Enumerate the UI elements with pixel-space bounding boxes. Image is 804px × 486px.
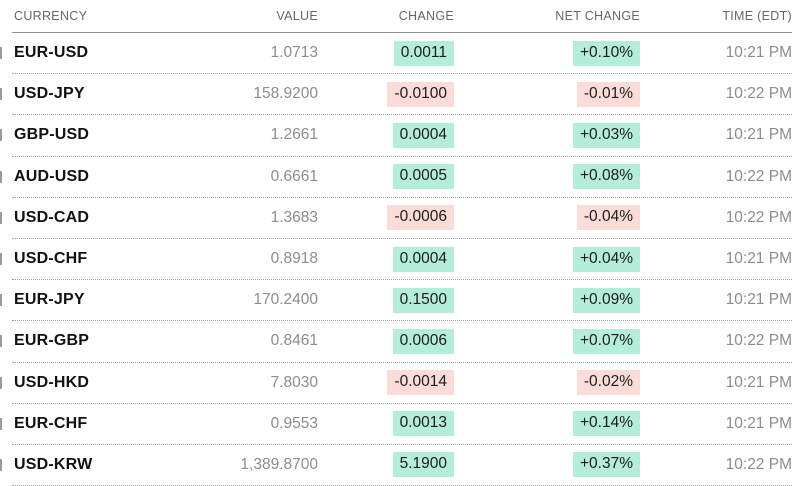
table-row: GBP-USD 1.2661 0.0004 +0.03% 10:21 PM bbox=[12, 115, 792, 157]
currency-pair-link[interactable]: AUD-USD bbox=[14, 167, 90, 185]
fx-value: 1.2661 bbox=[270, 126, 318, 144]
fx-value: 0.8918 bbox=[270, 250, 318, 268]
net-change-badge: +0.14% bbox=[572, 411, 640, 437]
table-row: EUR-GBP 0.8461 0.0006 +0.07% 10:22 PM bbox=[12, 321, 792, 363]
change-badge: 0.0004 bbox=[392, 246, 454, 272]
currency-pair-link[interactable]: GBP-USD bbox=[14, 126, 90, 144]
fx-value: 7.8030 bbox=[270, 373, 318, 391]
change-badge: -0.0006 bbox=[387, 205, 454, 231]
quote-time: 10:22 PM bbox=[725, 332, 792, 350]
table-row: USD-CAD 1.3683 -0.0006 -0.04% 10:22 PM bbox=[12, 197, 792, 239]
table-row: EUR-JPY 170.2400 0.1500 +0.09% 10:21 PM bbox=[12, 280, 792, 322]
change-badge: 0.0006 bbox=[392, 328, 454, 354]
change-badge: 0.1500 bbox=[392, 287, 454, 313]
fx-value: 0.6661 bbox=[270, 167, 318, 185]
table-body: EUR-USD 1.0713 0.0011 +0.10% 10:21 PM US… bbox=[12, 33, 792, 486]
currency-pair-link[interactable]: EUR-GBP bbox=[14, 332, 90, 350]
quote-time: 10:21 PM bbox=[725, 250, 792, 268]
quote-time: 10:22 PM bbox=[725, 455, 792, 473]
change-badge: 0.0013 bbox=[392, 411, 454, 437]
table-row: USD-CHF 0.8918 0.0004 +0.04% 10:21 PM bbox=[12, 238, 792, 281]
change-badge: 5.1900 bbox=[392, 452, 454, 478]
column-header-change: CHANGE bbox=[398, 9, 454, 23]
column-header-net-change: NET CHANGE bbox=[555, 9, 640, 23]
quote-time: 10:21 PM bbox=[725, 126, 792, 144]
net-change-badge: +0.07% bbox=[572, 328, 640, 354]
currency-pair-link[interactable]: EUR-CHF bbox=[14, 414, 88, 432]
net-change-badge: +0.04% bbox=[572, 246, 640, 272]
column-header-currency: CURRENCY bbox=[14, 9, 88, 23]
currency-pair-link[interactable]: USD-KRW bbox=[14, 455, 93, 473]
currency-pair-link[interactable]: USD-HKD bbox=[14, 373, 90, 391]
net-change-badge: +0.09% bbox=[572, 287, 640, 313]
net-change-badge: +0.10% bbox=[572, 40, 640, 66]
currency-pair-link[interactable]: USD-CAD bbox=[14, 208, 90, 226]
fx-value: 1.3683 bbox=[270, 208, 318, 226]
fx-value: 0.9553 bbox=[270, 414, 318, 432]
change-badge: -0.0100 bbox=[387, 81, 454, 107]
column-header-value: VALUE bbox=[276, 9, 318, 23]
change-badge: 0.0004 bbox=[392, 122, 454, 148]
currency-pair-link[interactable]: EUR-JPY bbox=[14, 291, 85, 309]
quote-time: 10:22 PM bbox=[725, 85, 792, 103]
fx-value: 1.0713 bbox=[270, 44, 318, 62]
fx-value: 0.8461 bbox=[270, 332, 318, 350]
fx-value: 158.9200 bbox=[253, 85, 318, 103]
currency-pair-link[interactable]: EUR-USD bbox=[14, 44, 89, 62]
quote-time: 10:22 PM bbox=[725, 167, 792, 185]
quote-time: 10:22 PM bbox=[725, 208, 792, 226]
change-badge: 0.0005 bbox=[392, 164, 454, 190]
change-badge: 0.0011 bbox=[393, 40, 454, 66]
net-change-badge: +0.37% bbox=[572, 452, 640, 478]
net-change-badge: -0.02% bbox=[576, 370, 640, 396]
fx-value: 170.2400 bbox=[253, 291, 318, 309]
quote-time: 10:21 PM bbox=[725, 44, 792, 62]
table-row: USD-KRW 1,389.8700 5.1900 +0.37% 10:22 P… bbox=[12, 444, 792, 486]
fx-value: 1,389.8700 bbox=[240, 455, 318, 473]
net-change-badge: +0.03% bbox=[572, 122, 640, 148]
currency-pair-link[interactable]: USD-JPY bbox=[14, 85, 85, 103]
quote-time: 10:21 PM bbox=[725, 373, 792, 391]
net-change-badge: +0.08% bbox=[572, 164, 640, 190]
change-badge: -0.0014 bbox=[387, 370, 454, 396]
quote-time: 10:21 PM bbox=[725, 291, 792, 309]
table-row: EUR-USD 1.0713 0.0011 +0.10% 10:21 PM bbox=[12, 33, 792, 75]
table-row: USD-HKD 7.8030 -0.0014 -0.02% 10:21 PM bbox=[12, 362, 792, 404]
table-row: EUR-CHF 0.9553 0.0013 +0.14% 10:21 PM bbox=[12, 403, 792, 445]
table-row: AUD-USD 0.6661 0.0005 +0.08% 10:22 PM bbox=[12, 156, 792, 198]
net-change-badge: -0.01% bbox=[576, 81, 640, 107]
currency-pair-link[interactable]: USD-CHF bbox=[14, 250, 88, 268]
table-row: USD-JPY 158.9200 -0.0100 -0.01% 10:22 PM bbox=[12, 74, 792, 116]
fx-rates-table: CURRENCY VALUE CHANGE NET CHANGE TIME (E… bbox=[12, 0, 792, 486]
quote-time: 10:21 PM bbox=[725, 414, 792, 432]
net-change-badge: -0.04% bbox=[576, 205, 640, 231]
column-header-time: TIME (EDT) bbox=[722, 9, 792, 23]
table-header-row: CURRENCY VALUE CHANGE NET CHANGE TIME (E… bbox=[12, 0, 792, 33]
